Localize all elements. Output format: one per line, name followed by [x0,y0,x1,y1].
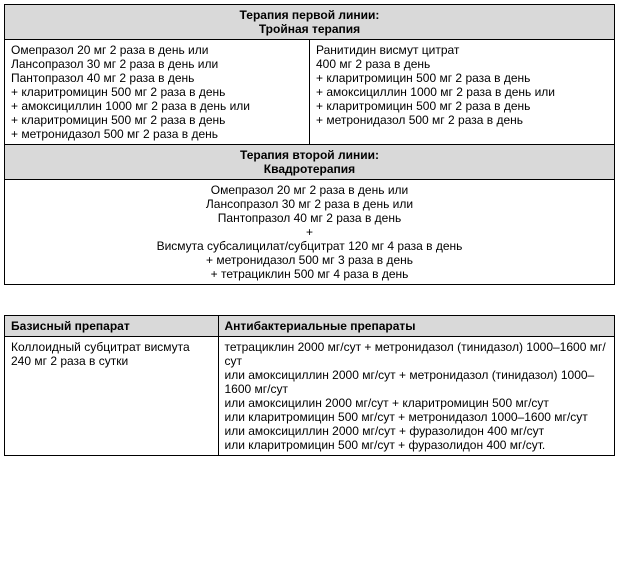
header1-line2: Тройная терапия [11,22,608,36]
drugs-table: Базисный препарат Антибактериальные преп… [4,315,615,456]
c1-6: + тетрациклин 500 мг 4 раза в день [11,267,608,281]
c1-0: Омепразол 20 мг 2 раза в день или [11,183,608,197]
a-4: или амоксициллин 2000 мг/сут + фуразолид… [225,424,609,438]
l1-1: Лансопразол 30 мг 2 раза в день или [11,57,303,71]
a-0: тетрациклин 2000 мг/сут + метронидазол (… [225,340,609,368]
l1-4: + амоксициллин 1000 мг 2 раза в день или [11,99,303,113]
basis-drug-cell: Коллоидный субцитрат висмута 240 мг 2 ра… [5,337,219,456]
second-line-content: Омепразол 20 мг 2 раза в день или Лансоп… [5,180,615,285]
r1-1: 400 мг 2 раза в день [316,57,608,71]
b-0: Коллоидный субцитрат висмута [11,340,212,354]
l1-6: + метронидазол 500 мг 2 раза в день [11,127,303,141]
b-1: 240 мг 2 раза в сутки [11,354,212,368]
first-line-right: Ранитидин висмут цитрат 400 мг 2 раза в … [310,40,615,145]
header-second-line: Терапия второй линии: Квадротерапия [5,145,615,180]
col1-header: Базисный препарат [5,316,219,337]
a-5: или кларитромицин 500 мг/сут + фуразолид… [225,438,609,452]
header1-line1: Терапия первой линии: [11,8,608,22]
first-line-left: Омепразол 20 мг 2 раза в день или Лансоп… [5,40,310,145]
r1-0: Ранитидин висмут цитрат [316,43,608,57]
therapy-table: Терапия первой линии: Тройная терапия Ом… [4,4,615,285]
a-3: или кларитромицин 500 мг/сут + метронида… [225,410,609,424]
c1-3: + [11,225,608,239]
r1-3: + амоксициллин 1000 мг 2 раза в день или [316,85,608,99]
c1-5: + метронидазол 500 мг 3 раза в день [11,253,608,267]
header-first-line: Терапия первой линии: Тройная терапия [5,5,615,40]
a-1: или амоксициллин 2000 мг/сут + метронида… [225,368,609,396]
r1-5: + метронидазол 500 мг 2 раза в день [316,113,608,127]
r1-2: + кларитромицин 500 мг 2 раза в день [316,71,608,85]
header2-line1: Терапия второй линии: [11,148,608,162]
c1-2: Пантопразол 40 мг 2 раза в день [11,211,608,225]
header2-line2: Квадротерапия [11,162,608,176]
c1-1: Лансопразол 30 мг 2 раза в день или [11,197,608,211]
c1-4: Висмута субсалицилат/субцитрат 120 мг 4 … [11,239,608,253]
col2-header: Антибактериальные препараты [218,316,615,337]
r1-4: + кларитромицин 500 мг 2 раза в день [316,99,608,113]
l1-2: Пантопразол 40 мг 2 раза в день [11,71,303,85]
l1-3: + кларитромицин 500 мг 2 раза в день [11,85,303,99]
l1-5: + кларитромицин 500 мг 2 раза в день [11,113,303,127]
a-2: или амоксицилин 2000 мг/сут + кларитроми… [225,396,609,410]
l1-0: Омепразол 20 мг 2 раза в день или [11,43,303,57]
antibacterial-cell: тетрациклин 2000 мг/сут + метронидазол (… [218,337,615,456]
